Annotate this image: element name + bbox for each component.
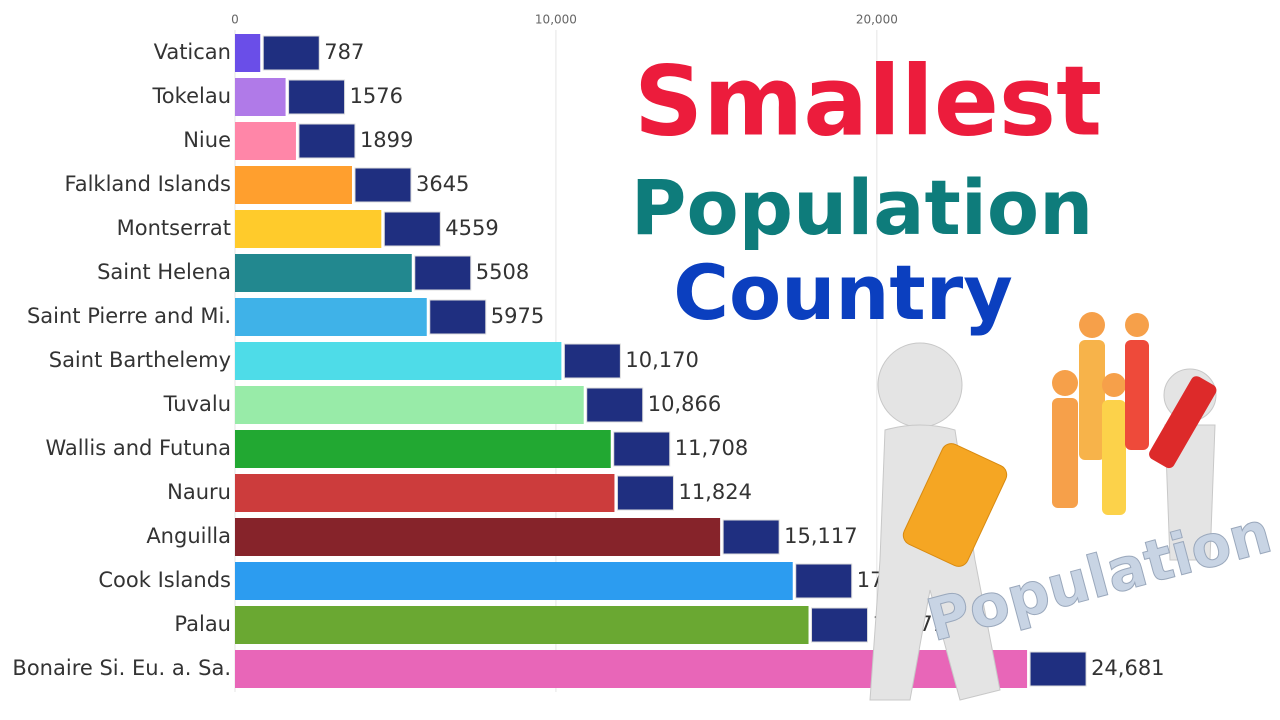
category-label: Anguilla [146, 524, 231, 548]
flag [722, 519, 780, 555]
flag [383, 211, 441, 247]
bar [235, 78, 286, 116]
value-label: 1576 [350, 84, 403, 108]
bar [235, 34, 261, 72]
flag [414, 255, 472, 291]
bar [235, 122, 296, 160]
value-label: 3645 [416, 172, 469, 196]
x-tick-label: 0 [231, 13, 239, 27]
flag [298, 123, 356, 159]
bar [235, 166, 352, 204]
flag [613, 431, 671, 467]
bar [235, 342, 562, 380]
category-label: Saint Helena [97, 260, 231, 284]
flag [354, 167, 412, 203]
flag [795, 563, 853, 599]
value-label: 10,866 [648, 392, 721, 416]
category-label: Falkland Islands [65, 172, 231, 196]
category-label: Vatican [154, 40, 231, 64]
illustration: Population [869, 312, 1279, 701]
category-label: Bonaire Si. Eu. a. Sa. [12, 656, 231, 680]
value-label: 10,170 [625, 348, 698, 372]
value-label: 5975 [491, 304, 544, 328]
bar [235, 210, 382, 248]
flag [1029, 651, 1087, 687]
category-label: Wallis and Futuna [45, 436, 231, 460]
category-label: Nauru [167, 480, 231, 504]
value-label: 11,708 [675, 436, 748, 460]
category-label: Niue [183, 128, 231, 152]
flag [262, 35, 320, 71]
title-line: Country [673, 248, 1013, 337]
category-label: Tokelau [152, 84, 231, 108]
category-label: Saint Barthelemy [49, 348, 231, 372]
value-label: 24,681 [1091, 656, 1164, 680]
title-line: Smallest [634, 45, 1102, 157]
bar [235, 254, 412, 292]
bar [235, 518, 721, 556]
bar [235, 430, 611, 468]
x-tick-label: 10,000 [535, 13, 577, 27]
value-label: 5508 [476, 260, 529, 284]
flag [563, 343, 621, 379]
category-label: Montserrat [117, 216, 231, 240]
value-label: 787 [324, 40, 364, 64]
flag [811, 607, 869, 643]
bar [235, 562, 793, 600]
category-label: Saint Pierre and Mi. [27, 304, 231, 328]
bar [235, 386, 584, 424]
title-line: Population [631, 163, 1093, 252]
category-label: Tuvalu [163, 392, 231, 416]
category-label: Palau [174, 612, 231, 636]
bar [235, 298, 427, 336]
value-label: 11,824 [678, 480, 751, 504]
value-label: 1899 [360, 128, 413, 152]
flag [288, 79, 346, 115]
bar [235, 474, 615, 512]
category-label: Cook Islands [98, 568, 231, 592]
bar [235, 606, 809, 644]
value-label: 4559 [445, 216, 498, 240]
value-label: 15,117 [784, 524, 857, 548]
x-tick-label: 20,000 [856, 13, 898, 27]
flag [586, 387, 644, 423]
flag [616, 475, 674, 511]
flag [429, 299, 487, 335]
